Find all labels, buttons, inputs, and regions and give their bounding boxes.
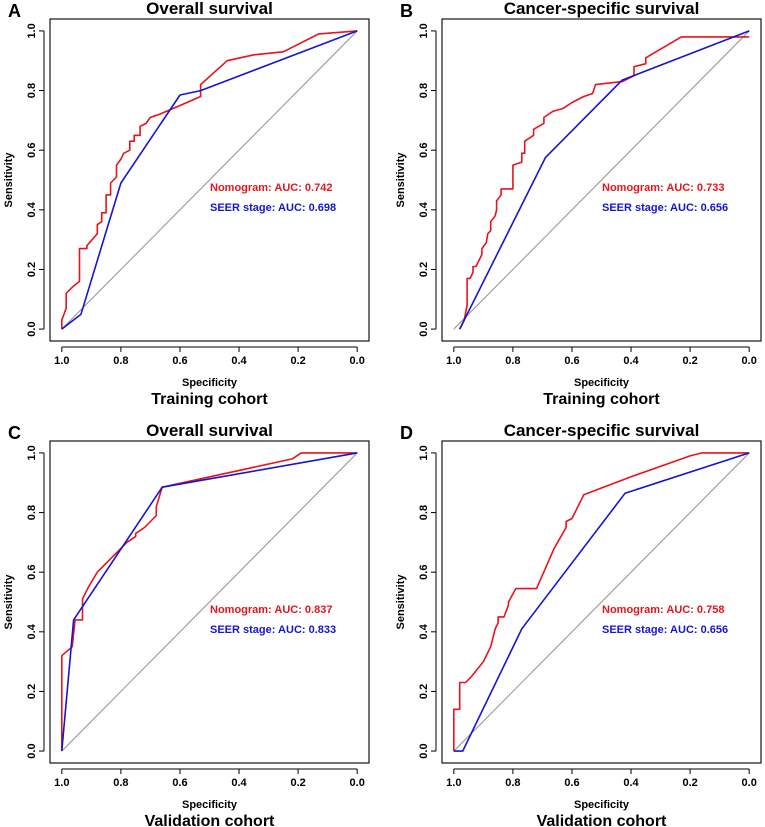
x-tick-label: 0.4 [623, 777, 639, 789]
legend-seer-stage: SEER stage: AUC: 0.656 [602, 624, 728, 636]
x-axis-label: Specificity [574, 799, 630, 811]
roc-panel-d: 1.0 0.8 0.6 0.4 0.2 0.0 0.0 0.2 0.4 0.6 0.8 1.0 Canc… [395, 421, 762, 827]
y-axis-label: Sensitivity [3, 574, 15, 630]
seer-stage-roc-line [458, 30, 750, 330]
y-tick-label: 0.2 [418, 684, 430, 699]
panel-letter: A [8, 1, 21, 21]
y-tick-label: 0.2 [26, 262, 38, 277]
y-tick-label: 1.0 [418, 23, 430, 38]
y-tick-label: 0.4 [26, 623, 38, 639]
x-tick-label: 0.4 [623, 355, 639, 367]
y-tick-label: 0.0 [418, 321, 430, 336]
plot-frame [441, 18, 762, 342]
y-axis-label: Sensitivity [395, 574, 407, 630]
cohort-label: Training cohort [151, 391, 268, 408]
y-tick-label: 1.0 [418, 445, 430, 460]
x-tick-label: 0.6 [564, 777, 579, 789]
x-axis-label: Specificity [574, 377, 630, 389]
x-tick-label: 1.0 [54, 355, 69, 367]
x-tick-label: 1.0 [446, 355, 461, 367]
y-tick-label: 0.4 [418, 201, 430, 217]
y-tick-label: 0.6 [418, 565, 430, 580]
panel-title: Overall survival [146, 0, 273, 18]
x-tick-label: 0.8 [113, 355, 128, 367]
y-tick-label: 0.6 [418, 143, 430, 158]
y-tick-label: 0.4 [26, 201, 38, 217]
roc-panel-a: 1.0 0.8 0.6 0.4 0.2 0.0 0.0 0.2 0.4 0.6 0.8 1.0 Over… [3, 0, 370, 408]
x-tick-label: 0.2 [290, 355, 305, 367]
x-tick-label: 0.8 [505, 355, 520, 367]
panel-title: Cancer-specific survival [504, 0, 700, 18]
y-tick-label: 0.6 [26, 143, 38, 158]
x-tick-label: 1.0 [54, 777, 69, 789]
cohort-label: Validation cohort [145, 813, 275, 827]
y-tick-label: 1.0 [26, 23, 38, 38]
x-tick-label: 0.4 [231, 777, 247, 789]
y-tick-label: 0.8 [418, 83, 430, 98]
x-tick-label: 0.2 [682, 777, 697, 789]
nomogram-roc-line [458, 36, 750, 330]
reference-diagonal [453, 30, 750, 330]
y-tick-label: 0.4 [418, 623, 430, 639]
x-tick-label: 0.6 [172, 777, 187, 789]
x-tick-label: 0.4 [231, 355, 247, 367]
y-axis-label: Sensitivity [3, 152, 15, 208]
reference-diagonal [61, 452, 358, 752]
cohort-label: Training cohort [543, 391, 660, 408]
reference-diagonal [61, 30, 358, 330]
nomogram-roc-line [452, 452, 750, 752]
y-tick-label: 0.0 [418, 743, 430, 758]
y-tick-label: 0.6 [26, 565, 38, 580]
panel-title: Cancer-specific survival [504, 421, 700, 440]
legend-nomogram: Nomogram: AUC: 0.758 [602, 604, 724, 616]
panel-letter: C [8, 423, 21, 443]
x-tick-label: 0.6 [172, 355, 187, 367]
y-tick-label: 0.8 [26, 83, 38, 98]
x-tick-label: 0.0 [350, 355, 365, 367]
y-tick-label: 0.0 [26, 743, 38, 758]
y-tick-label: 1.0 [26, 445, 38, 460]
y-tick-label: 0.8 [26, 505, 38, 520]
y-tick-label: 0.2 [418, 262, 430, 277]
x-tick-label: 0.8 [113, 777, 128, 789]
x-axis-label: Specificity [182, 799, 238, 811]
x-tick-label: 0.0 [742, 355, 757, 367]
seer-stage-roc-line [61, 30, 358, 330]
roc-panel-c: 1.0 0.8 0.6 0.4 0.2 0.0 0.0 0.2 0.4 0.6 0.8 1.0 Over… [3, 421, 370, 827]
x-tick-label: 0.8 [505, 777, 520, 789]
cohort-label: Validation cohort [537, 813, 667, 827]
panel-letter: D [400, 423, 413, 443]
legend-nomogram: Nomogram: AUC: 0.837 [210, 604, 332, 616]
plot-frame [441, 440, 762, 764]
legend-nomogram: Nomogram: AUC: 0.742 [210, 182, 332, 194]
legend-seer-stage: SEER stage: AUC: 0.656 [602, 202, 728, 214]
plot-frame [49, 18, 370, 342]
seer-stage-roc-line [61, 452, 358, 752]
x-tick-label: 0.2 [290, 777, 305, 789]
roc-panel-b: 1.0 0.8 0.6 0.4 0.2 0.0 0.0 0.2 0.4 0.6 0.8 1.0 Canc… [395, 0, 762, 408]
legend-seer-stage: SEER stage: AUC: 0.833 [210, 624, 336, 636]
panel-title: Overall survival [146, 421, 273, 440]
x-tick-label: 0.0 [742, 777, 757, 789]
x-tick-label: 0.2 [682, 355, 697, 367]
nomogram-roc-line [60, 30, 358, 330]
legend-nomogram: Nomogram: AUC: 0.733 [602, 182, 724, 194]
legend-seer-stage: SEER stage: AUC: 0.698 [210, 202, 336, 214]
x-axis-label: Specificity [182, 377, 238, 389]
x-tick-label: 0.0 [350, 777, 365, 789]
y-tick-label: 0.8 [418, 505, 430, 520]
y-tick-label: 0.0 [26, 321, 38, 336]
x-tick-label: 1.0 [446, 777, 461, 789]
seer-stage-roc-line [453, 452, 750, 752]
x-tick-label: 0.6 [564, 355, 579, 367]
y-axis-label: Sensitivity [395, 152, 407, 208]
reference-diagonal [453, 452, 750, 752]
plot-frame [49, 440, 370, 764]
panel-letter: B [400, 1, 413, 21]
y-tick-label: 0.2 [26, 684, 38, 699]
